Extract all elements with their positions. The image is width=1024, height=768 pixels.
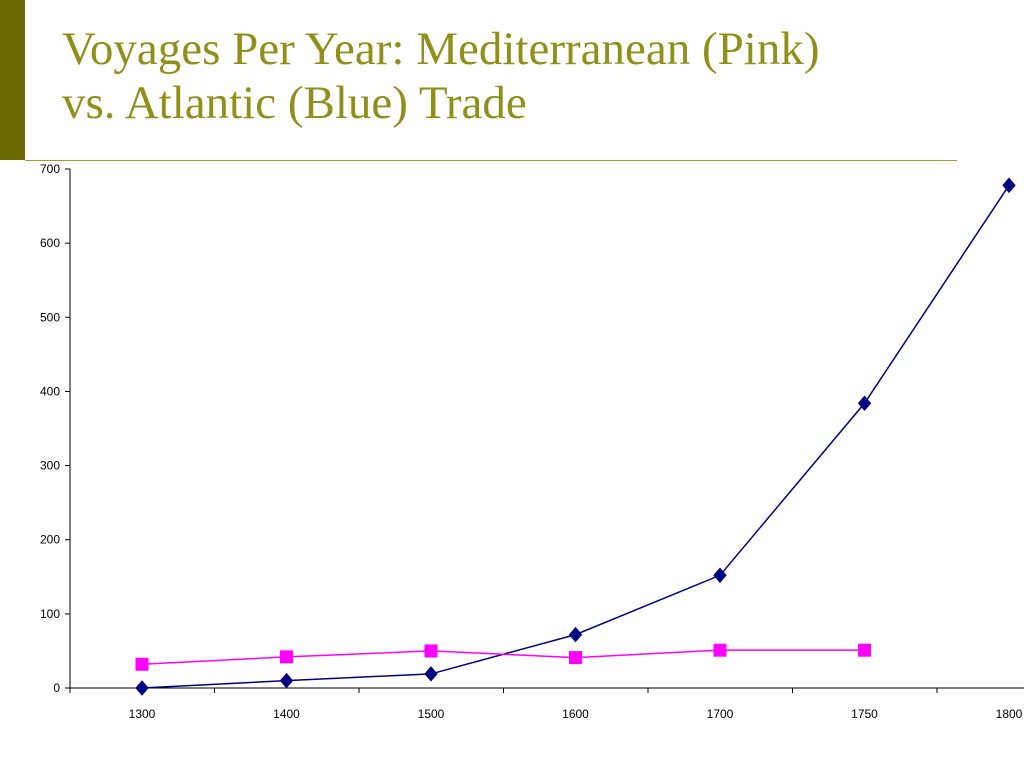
series-2-point [569, 651, 582, 665]
x-axis-tick-label: 1500 [418, 707, 445, 721]
series-1-point [279, 672, 294, 689]
y-axis-tick-label: 300 [40, 459, 60, 473]
x-axis-tick-label: 1300 [129, 707, 156, 721]
series-2-point [713, 643, 727, 657]
x-axis-tick-label: 1750 [851, 707, 878, 721]
x-axis-tick-label: 1700 [707, 707, 734, 721]
title-divider [25, 160, 957, 161]
y-axis-tick-label: 100 [40, 607, 60, 621]
series-2-line [141, 649, 865, 666]
series-1-point [135, 680, 149, 696]
x-axis-tick-label: 1800 [996, 707, 1023, 721]
x-axis-tick-label: 1400 [273, 707, 300, 721]
y-axis-tick-label: 600 [40, 236, 60, 250]
series-1-line [141, 184, 1010, 689]
y-axis-tick-label: 500 [40, 310, 60, 324]
y-axis-tick-label: 200 [40, 533, 60, 547]
series-1-point [568, 626, 583, 643]
series-1-point [1002, 177, 1016, 194]
series-2-point [135, 657, 149, 671]
slide-title: Voyages Per Year: Mediterranean (Pink) v… [62, 22, 1002, 130]
y-axis-tick-label: 700 [40, 162, 60, 176]
series-1-point [424, 666, 438, 682]
series-2-point [424, 644, 438, 658]
y-axis-tick-label: 0 [53, 681, 60, 695]
slide-accent-bar [0, 0, 25, 160]
series-1-point [857, 395, 872, 412]
series-2-point [280, 650, 293, 664]
y-axis-tick-label: 400 [40, 384, 60, 398]
slide-title-line-1: Voyages Per Year: Mediterranean (Pink) [62, 23, 820, 75]
slide-title-line-2: vs. Atlantic (Blue) Trade [62, 77, 527, 129]
series-2-point [858, 643, 871, 657]
series-1-point [713, 567, 727, 584]
x-axis-tick-label: 1600 [562, 707, 589, 721]
